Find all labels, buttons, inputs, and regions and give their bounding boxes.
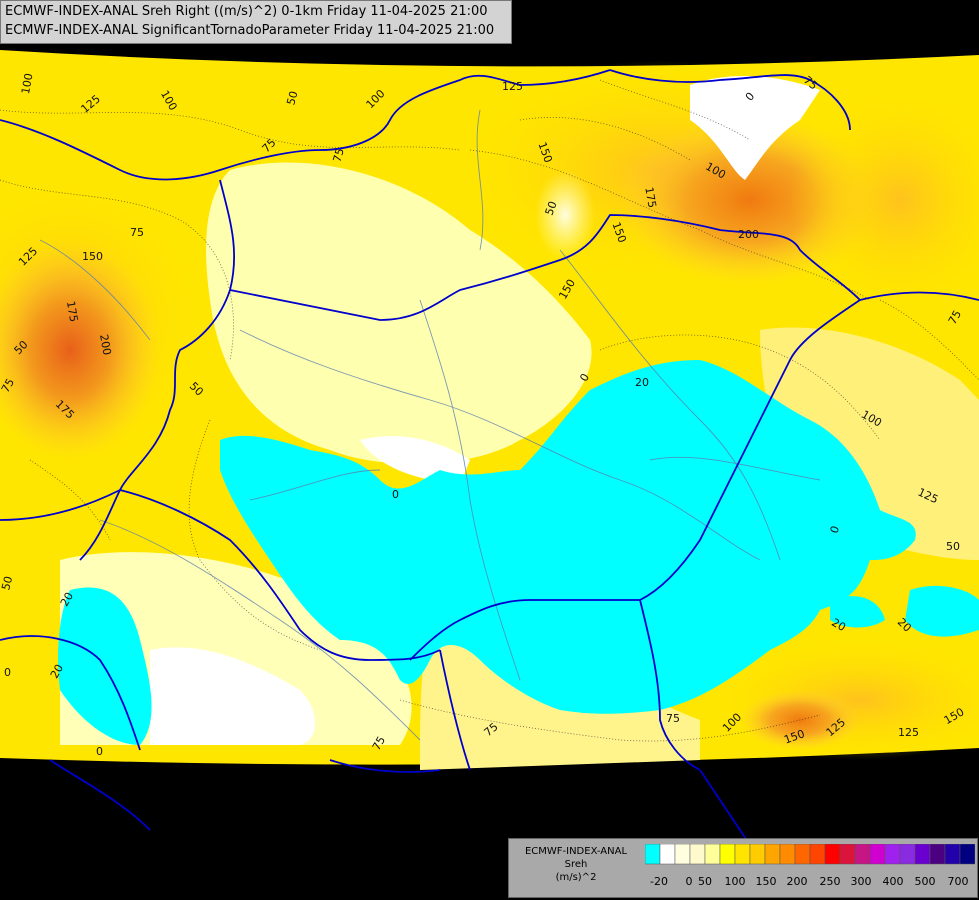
legend-swatch [794,844,811,865]
contour-label: 20 [829,616,848,634]
legend-tick-label: 100 [724,875,746,888]
contour-label: 50 [0,575,15,592]
legend-swatch [884,844,901,865]
contour-label: 75 [666,712,680,725]
contour-label: 75 [370,734,388,753]
color-legend: ECMWF-INDEX-ANAL Sreh (m/s)^2 -20 0 50 100 1… [508,838,978,898]
legend-swatch [659,844,676,865]
field-cyan-east-small [830,596,885,628]
contour-label: 50 [543,199,560,217]
legend-swatch [869,844,886,865]
contour-label: 75 [130,226,144,239]
field-hot-west [0,240,160,460]
contour-label: 20 [58,590,76,609]
contour-label: 175 [642,186,658,209]
contour-label: 100 [19,72,35,95]
map-title-line2: ECMWF-INDEX-ANAL SignificantTornadoParam… [5,23,495,38]
country-borders [0,69,979,861]
field-pale-central [206,162,592,464]
field-pale-spot [535,170,595,260]
contour-label: 150 [82,250,103,263]
legend-swatch [734,844,751,865]
contour-label: 200 [738,228,759,241]
field-white-southwest [150,647,315,745]
field-warm-northeast [790,90,979,310]
contour-label: 75 [946,308,964,327]
legend-ticks: -20 0 50 100 150 200 250 300 400 500 700 [645,875,973,889]
contour-label: 50 [946,540,960,553]
legend-title-line2: Sreh [564,859,588,870]
contour-label: 0 [392,488,399,501]
legend-swatch [689,844,706,865]
legend-tick-label: 400 [882,875,904,888]
legend-tick-label: 250 [819,875,841,888]
legend-swatch [944,844,961,865]
contour-label: 50 [284,90,300,107]
contour-label: 0 [4,666,11,679]
legend-swatch [854,844,871,865]
contour-label: 20 [635,376,649,389]
legend-title-line1: ECMWF-INDEX-ANAL [524,846,628,857]
map-title-box: ECMWF-INDEX-ANAL Sreh Right ((m/s)^2) 0-… [0,0,512,44]
legend-units: (m/s)^2 [555,872,597,883]
contour-label: 0 [96,745,103,758]
field-cyan-east [905,585,979,637]
contour-label: 75 [331,147,347,164]
legend-swatch [645,844,661,865]
legend-swatch [824,844,841,865]
legend-swatches [645,844,975,866]
contour-lines [0,79,979,742]
legend-swatch [674,844,691,865]
legend-tick-label: -20 [650,875,668,888]
field-cyan-main [220,360,916,714]
contour-label: 20 [48,662,66,681]
legend-tick-label: 200 [786,875,808,888]
legend-title: ECMWF-INDEX-ANAL Sreh (m/s)^2 [511,845,641,884]
legend-swatch [929,844,946,865]
contour-label: 200 [97,333,113,356]
legend-swatch [959,844,975,865]
legend-swatch [914,844,931,865]
contour-label: 125 [898,726,919,739]
legend-tick-label: 50 [698,875,712,888]
legend-swatch [899,844,916,865]
legend-swatch [704,844,721,865]
legend-swatch [809,844,826,865]
contour-label: 0 [828,524,843,535]
contour-label: 125 [502,80,523,93]
legend-swatch [764,844,781,865]
legend-tick-label: 700 [947,875,969,888]
field-white-north [690,75,820,180]
legend-tick-label: 300 [850,875,872,888]
legend-tick-label: 150 [755,875,777,888]
legend-swatch [719,844,736,865]
contour-label: 175 [64,300,80,323]
legend-swatch [749,844,766,865]
legend-swatch [779,844,796,865]
legend-tick-label: 500 [914,875,936,888]
map-title-line1: ECMWF-INDEX-ANAL Sreh Right ((m/s)^2) 0-… [5,4,488,19]
legend-swatch [839,844,856,865]
legend-tick-label: 0 [685,875,693,888]
rivers [39,109,821,741]
